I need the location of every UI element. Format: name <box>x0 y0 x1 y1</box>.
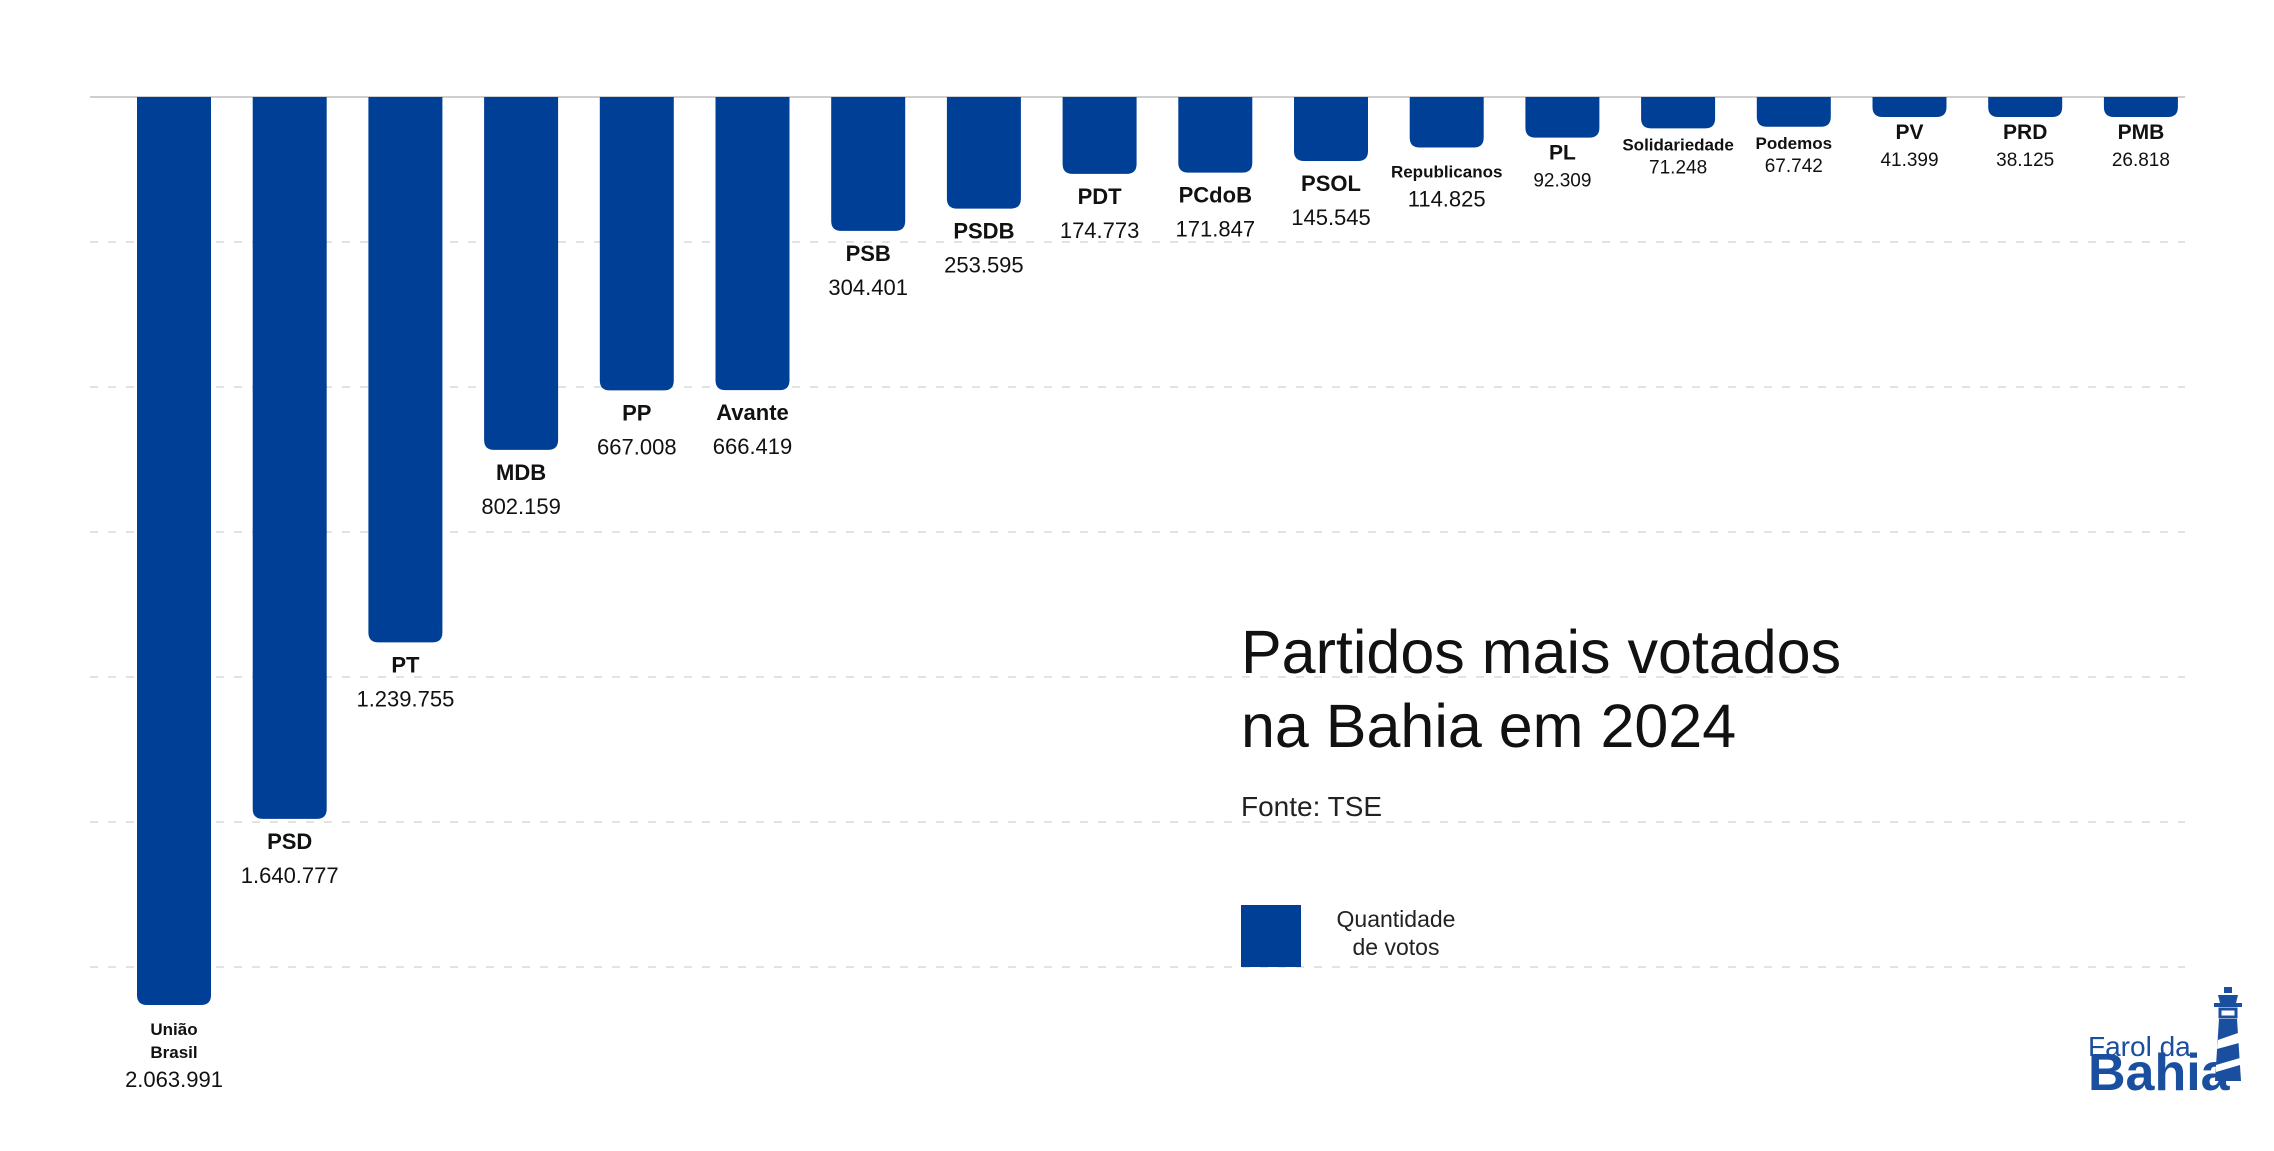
value-label: 38.125 <box>1996 150 2054 171</box>
lighthouse-icon <box>2214 987 2242 1081</box>
source-note: Fonte: TSE <box>1241 791 1383 822</box>
category-label: PDT <box>1078 184 1123 209</box>
value-label: 174.773 <box>1060 218 1140 243</box>
value-label: 92.309 <box>1533 171 1591 192</box>
bar <box>1756 97 1831 127</box>
category-label: PCdoB <box>1179 183 1252 208</box>
category-label: Avante <box>716 400 789 425</box>
value-label: 41.399 <box>1880 150 1938 171</box>
value-label: 71.248 <box>1649 157 1707 178</box>
farol-da-bahia-logo: Farol da Bahia <box>2088 985 2258 1102</box>
category-label: União <box>150 1020 197 1039</box>
bar <box>599 97 674 391</box>
bar <box>1525 97 1600 138</box>
bar <box>1409 97 1484 148</box>
category-label: PMB <box>2118 121 2165 144</box>
category-label: PSB <box>846 241 891 266</box>
bar <box>1872 97 1947 117</box>
value-label: 304.401 <box>828 275 908 300</box>
category-label: MDB <box>496 460 546 485</box>
chart-title: Partidos mais votados na Bahia em 2024 <box>1241 615 2001 763</box>
category-label: PSDB <box>953 219 1014 244</box>
legend-label-line-1: Quantidade <box>1336 906 1456 932</box>
category-label: PSOL <box>1301 171 1361 196</box>
bar <box>831 97 906 231</box>
bar <box>1178 97 1253 173</box>
bar <box>368 97 443 643</box>
category-label: Republicanos <box>1391 163 1502 182</box>
bar <box>715 97 790 391</box>
value-label: 802.159 <box>481 494 561 519</box>
category-label: PT <box>391 652 420 677</box>
bar <box>1062 97 1137 174</box>
value-label: 666.419 <box>713 434 793 459</box>
bar <box>484 97 559 450</box>
legend-swatch <box>1241 905 1301 967</box>
value-label: 67.742 <box>1765 156 1823 177</box>
logo-text-small: Farol da <box>2088 1031 2191 1062</box>
bar <box>252 97 327 819</box>
legend-label: Quantidade de votos <box>1311 905 1481 961</box>
bar <box>1641 97 1716 129</box>
bar <box>1988 97 2063 117</box>
value-label: 1.239.755 <box>356 686 454 711</box>
category-label: Brasil <box>150 1043 197 1062</box>
value-label: 145.545 <box>1291 205 1371 230</box>
value-label: 114.825 <box>1408 187 1486 212</box>
chart-title-line-2: na Bahia em 2024 <box>1241 692 1737 760</box>
category-label: Solidariedade <box>1622 135 1733 154</box>
bar-labels: União Brasil 2.063.991 PSD 1.640.777 PT 1.239.… <box>125 121 2170 1092</box>
value-label: 1.640.777 <box>241 863 339 888</box>
value-label: 26.818 <box>2112 150 2170 171</box>
bar <box>946 97 1021 209</box>
category-label: PV <box>1895 121 1923 144</box>
logo-text-big: Bahia <box>2088 1044 2230 1102</box>
value-label: 667.008 <box>597 434 677 459</box>
legend-label-line-2: de votos <box>1352 934 1440 960</box>
bars <box>137 97 2178 1005</box>
category-label: PSD <box>267 829 312 854</box>
bar <box>137 97 211 1005</box>
category-label: Podemos <box>1756 134 1833 153</box>
bar <box>2103 97 2178 117</box>
bar <box>1294 97 1368 162</box>
category-label: PP <box>622 400 651 425</box>
category-label: PRD <box>2003 121 2047 144</box>
value-label: 171.847 <box>1176 217 1256 242</box>
chart-title-line-1: Partidos mais votados <box>1241 618 1842 686</box>
category-label: PL <box>1549 142 1576 165</box>
value-label: 2.063.991 <box>125 1067 223 1092</box>
value-label: 253.595 <box>944 253 1024 278</box>
